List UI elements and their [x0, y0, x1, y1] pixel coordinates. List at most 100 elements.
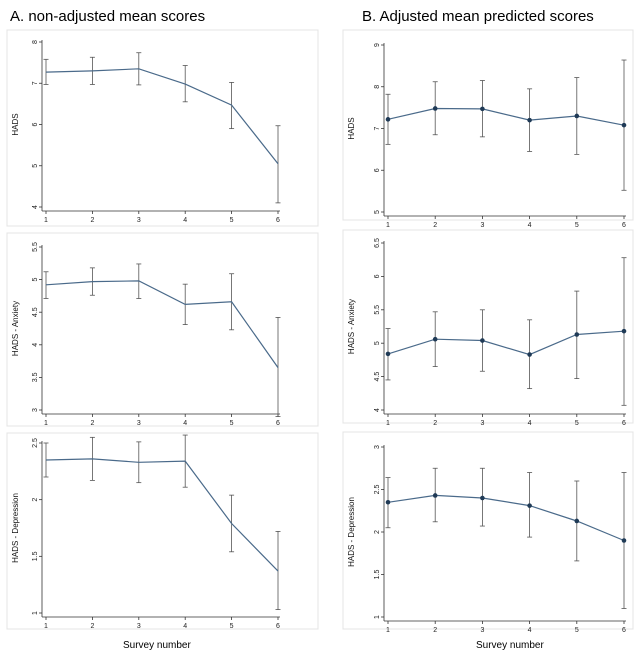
- y-tick-label: 1.5: [374, 570, 381, 580]
- panel-frame: [342, 431, 634, 630]
- panel-frame: [6, 29, 319, 227]
- y-tick-label: 5: [374, 210, 381, 214]
- left-column-title: A. non-adjusted mean scores: [10, 8, 206, 25]
- y-tick-label: 8: [374, 85, 381, 89]
- x-tick-label: 4: [183, 217, 187, 224]
- y-tick-label: 4: [374, 408, 381, 412]
- series-line: [387, 330, 625, 356]
- x-tick-label: 5: [230, 420, 234, 427]
- y-tick-label: 5: [32, 278, 39, 282]
- x-tick-label: 2: [433, 627, 437, 634]
- x-tick-label: 2: [433, 222, 437, 229]
- y-tick-label: 2: [374, 530, 381, 534]
- data-point: [432, 106, 438, 111]
- chart-panel-b-hads: 5 6 7 8 9 1 2 3 4 5 6 HADS: [342, 29, 634, 229]
- series-line: [387, 107, 625, 126]
- x-tick-label: 3: [137, 420, 141, 427]
- series-line: [387, 494, 625, 542]
- x-tick-label: 2: [90, 623, 94, 630]
- series-line: [45, 280, 279, 368]
- data-point: [480, 106, 485, 112]
- x-tick-label: 6: [622, 420, 626, 427]
- x-tick-label: 5: [230, 217, 234, 224]
- y-tick-label: 8: [32, 40, 39, 44]
- y-tick-label: 5: [32, 164, 39, 168]
- series-line: [45, 68, 279, 165]
- y-tick-label: 2.5: [32, 438, 39, 448]
- y-axis-label: HADS - Anxiety: [11, 301, 20, 356]
- y-tick-label: 6.5: [374, 238, 381, 248]
- x-tick-label: 3: [137, 623, 141, 630]
- y-tick-label: 2.5: [374, 485, 381, 495]
- x-tick-label: 2: [433, 420, 437, 427]
- y-tick-label: 5.5: [32, 242, 39, 252]
- x-tick-label: 1: [44, 420, 48, 427]
- panel-frame: [6, 232, 319, 427]
- chart-panel-a-depression: 1 1.5 2 2.5 1 2 3 4 5 6 HADS - Depression: [6, 432, 319, 630]
- y-axis-label: HADS - Depression: [11, 493, 20, 563]
- x-tick-label: 5: [575, 627, 579, 634]
- chart-panel-a-hads: 4 5 6 7 8 1 2 3 4 5 6 HADS: [6, 29, 319, 227]
- x-tick-label: 2: [90, 217, 94, 224]
- data-point: [480, 338, 485, 343]
- data-point: [432, 336, 438, 342]
- x-tick-label: 1: [386, 222, 390, 229]
- x-tick-label: 4: [183, 623, 187, 630]
- x-tick-label: 4: [183, 420, 187, 427]
- chart-panel-b-depression: 1 1.5 2 2.5 3 1 2 3 4 5 6 HADS - Depression: [342, 431, 634, 634]
- y-axis-label: HADS - Depression: [347, 497, 356, 567]
- y-tick-label: 1.5: [32, 551, 39, 561]
- data-point: [621, 328, 627, 334]
- y-tick-label: 4: [32, 205, 39, 209]
- panel-frame: [6, 432, 319, 630]
- chart-panel-a-anxiety: 3 3.5 4 4.5 5 5.5 1 2 3 4 5 6 HADS - Anxiety: [6, 232, 319, 427]
- right-x-axis-caption: Survey number: [476, 640, 544, 651]
- y-tick-label: 6: [374, 274, 381, 278]
- y-tick-label: 7: [32, 81, 39, 85]
- panel-frame: [342, 29, 634, 221]
- chart-panel-b-anxiety: 4 4.5 5 5.5 6 6.5 1 2 3 4 5 6 HADS - Anxiety: [342, 229, 634, 427]
- y-tick-label: 3.5: [32, 372, 39, 382]
- data-point: [432, 493, 438, 498]
- y-axis-label: HADS: [347, 117, 356, 139]
- data-point: [574, 332, 580, 337]
- x-tick-label: 5: [575, 222, 579, 229]
- x-tick-label: 6: [276, 420, 280, 427]
- x-tick-label: 3: [137, 217, 141, 224]
- data-point: [574, 113, 580, 119]
- x-tick-label: 4: [528, 627, 532, 634]
- x-tick-label: 3: [480, 627, 484, 634]
- x-tick-label: 6: [622, 627, 626, 634]
- y-tick-label: 6: [32, 122, 39, 126]
- x-tick-label: 2: [90, 420, 94, 427]
- x-tick-label: 6: [276, 623, 280, 630]
- y-tick-label: 9: [374, 43, 381, 47]
- data-point: [385, 117, 391, 122]
- x-tick-label: 1: [386, 627, 390, 634]
- x-tick-label: 6: [622, 222, 626, 229]
- x-tick-label: 5: [575, 420, 579, 427]
- data-point: [574, 518, 580, 524]
- data-point: [480, 495, 485, 501]
- panel-frame: [342, 229, 634, 424]
- y-tick-label: 2: [32, 498, 39, 502]
- y-axis-label: HADS: [11, 113, 20, 135]
- data-point: [527, 503, 532, 508]
- y-tick-label: 4.5: [32, 307, 39, 317]
- x-tick-label: 3: [480, 222, 484, 229]
- y-axis-label: HADS - Anxiety: [347, 299, 356, 354]
- x-tick-label: 1: [44, 623, 48, 630]
- y-tick-label: 3: [374, 445, 381, 449]
- y-tick-label: 4.5: [374, 372, 381, 382]
- y-tick-label: 3: [32, 408, 39, 412]
- left-x-axis-caption: Survey number: [123, 640, 191, 651]
- x-tick-label: 6: [276, 217, 280, 224]
- data-point: [621, 122, 627, 128]
- x-tick-label: 5: [230, 623, 234, 630]
- y-tick-label: 7: [374, 126, 381, 130]
- data-point: [527, 352, 532, 357]
- x-tick-label: 3: [480, 420, 484, 427]
- y-tick-label: 1: [32, 611, 39, 615]
- data-point: [385, 499, 391, 505]
- y-tick-label: 5.5: [374, 305, 381, 315]
